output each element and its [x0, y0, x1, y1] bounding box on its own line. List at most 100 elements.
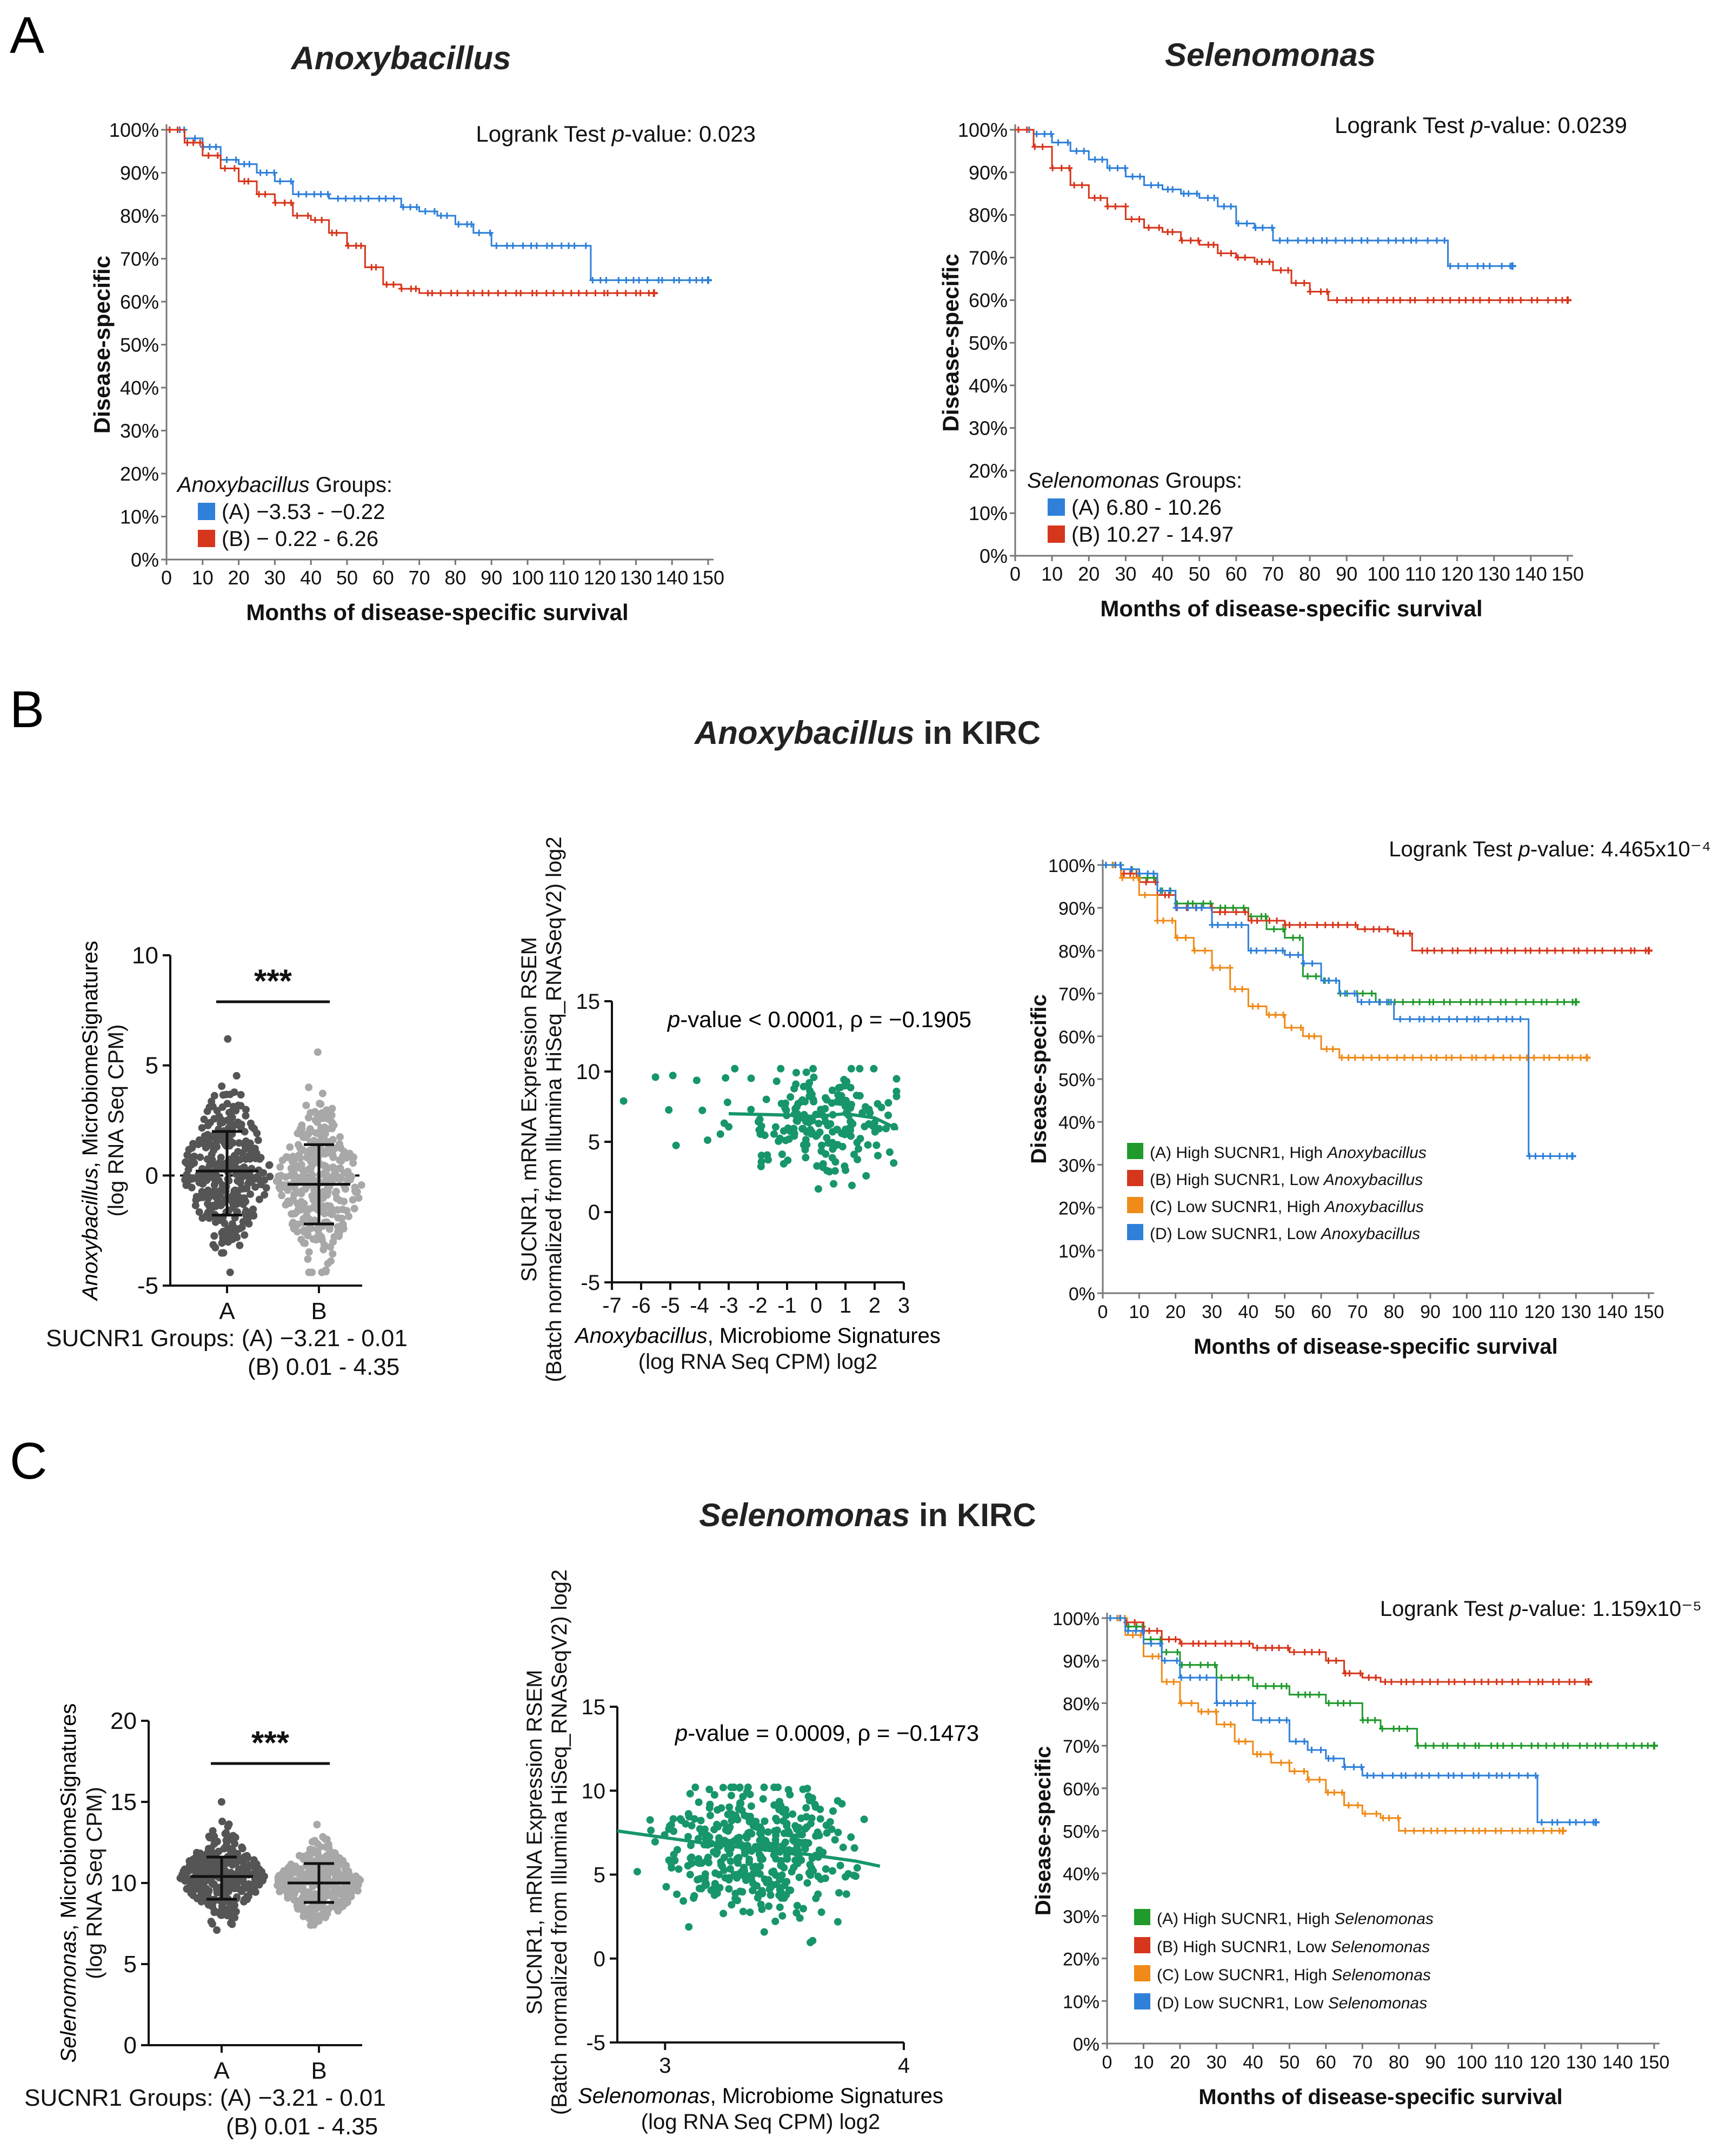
- censor-mark: [1566, 1819, 1573, 1826]
- data-point: [835, 1084, 843, 1092]
- censor-mark: [1229, 1674, 1236, 1681]
- data-point: [814, 1890, 822, 1898]
- data-point: [705, 1786, 714, 1794]
- censor-mark: [1211, 1661, 1218, 1668]
- censor-mark: [1471, 1679, 1478, 1686]
- data-point: [746, 1908, 754, 1917]
- censor-mark: [281, 199, 288, 207]
- sample-dot: [197, 1898, 205, 1906]
- censor-mark: [1106, 164, 1113, 171]
- censor-mark: [1308, 1648, 1315, 1655]
- censor-mark: [263, 169, 270, 176]
- y-axis-label-unit: (log RNA Seq CPM): [104, 1024, 128, 1217]
- censor-mark: [1364, 237, 1371, 244]
- censor-mark: [1551, 1742, 1558, 1749]
- x-tick-label: 110: [1405, 563, 1436, 585]
- censor-mark: [1161, 1657, 1168, 1664]
- data-point: [697, 1816, 705, 1825]
- censor-mark: [414, 204, 421, 211]
- censor-mark: [644, 277, 651, 284]
- x-tick-label: 120: [1529, 2052, 1560, 2073]
- data-point: [828, 1139, 836, 1147]
- censor-mark: [1143, 879, 1150, 886]
- censor-mark: [1553, 297, 1560, 304]
- y-tick-label: 0%: [1073, 2034, 1100, 2055]
- censor-mark: [1534, 297, 1541, 304]
- data-point: [801, 1845, 809, 1853]
- censor-mark: [357, 242, 364, 249]
- censor-mark: [1117, 1615, 1124, 1621]
- legend-swatch: [1127, 1197, 1143, 1213]
- sample-dot: [355, 1194, 363, 1202]
- censor-mark: [1455, 1742, 1462, 1749]
- groups-caption: (B) 0.01 - 4.35: [248, 1354, 399, 1380]
- censor-mark: [1212, 1708, 1220, 1715]
- data-point: [758, 1834, 766, 1842]
- censor-mark: [1198, 904, 1205, 911]
- legend-swatch: [1134, 1993, 1150, 2009]
- data-point: [725, 1874, 734, 1882]
- censor-mark: [495, 290, 502, 297]
- censor-mark: [659, 277, 666, 284]
- censor-mark: [1538, 1819, 1545, 1826]
- sample-dot: [310, 1216, 318, 1225]
- censor-mark: [1266, 258, 1273, 265]
- censor-mark: [1341, 1764, 1348, 1771]
- sample-dot: [294, 1141, 302, 1149]
- sample-dot: [230, 1121, 238, 1129]
- censor-mark: [1332, 977, 1340, 984]
- sample-dot: [299, 1912, 308, 1920]
- censor-mark: [1332, 1657, 1340, 1664]
- data-point: [860, 1815, 868, 1824]
- sample-dot: [336, 1164, 344, 1172]
- x-tick-label: 90: [481, 567, 502, 589]
- censor-mark: [1368, 990, 1375, 997]
- legend-label: (D) Low SUCNR1, Low Selenomonas: [1157, 1994, 1427, 2012]
- sample-dot: [265, 1161, 273, 1169]
- censor-mark: [1573, 1819, 1580, 1826]
- censor-mark: [1438, 947, 1445, 954]
- censor-mark: [1242, 1738, 1249, 1745]
- dot-plot-anoxybacillus: -5 0 5 10 A B *** Anoxybacillus, MicrobiomeSign…: [46, 941, 408, 1380]
- sample-dot: [328, 1111, 336, 1119]
- censor-mark: [1509, 1742, 1516, 1749]
- censor-mark: [1500, 1742, 1507, 1749]
- censor-mark: [1540, 1153, 1547, 1160]
- censor-mark: [1370, 926, 1377, 933]
- censor-mark: [485, 290, 492, 297]
- legend-label: (B) 10.27 - 14.97: [1071, 523, 1234, 547]
- sample-dot: [324, 1872, 332, 1880]
- data-point: [695, 1859, 703, 1867]
- data-point: [716, 1130, 724, 1138]
- censor-mark: [1277, 267, 1284, 274]
- y-tick-label: 15: [576, 990, 601, 1014]
- censor-mark: [1487, 999, 1494, 1006]
- sample-dot: [304, 1852, 312, 1860]
- sample-dot: [242, 1155, 250, 1163]
- data-point: [830, 1180, 838, 1188]
- censor-mark: [1198, 1708, 1205, 1715]
- x-tick-label: 100: [1451, 1302, 1482, 1322]
- data-point: [885, 1148, 894, 1156]
- censor-mark: [288, 199, 295, 207]
- censor-mark: [1023, 127, 1030, 133]
- censor-mark: [1454, 1016, 1461, 1023]
- km-chart-selenomonas: 0% 10% 20% 30% 40% 50% 60% 70% 80% 90% 100% 0 10 20 30…: [938, 112, 1627, 621]
- x-tick-label: 60: [1316, 2052, 1336, 2073]
- censor-mark: [1638, 1742, 1645, 1749]
- sample-dot: [196, 1153, 204, 1161]
- data-point: [747, 1802, 755, 1810]
- sample-dot: [242, 1112, 250, 1120]
- panel-label-c: C: [10, 1432, 47, 1490]
- censor-mark: [1049, 164, 1056, 171]
- data-point: [850, 1844, 858, 1852]
- censor-mark: [1597, 1742, 1604, 1749]
- censor-mark: [1197, 1661, 1204, 1668]
- sample-dot: [311, 1890, 319, 1898]
- data-point: [822, 1094, 830, 1102]
- data-point: [763, 1876, 771, 1884]
- censor-mark: [1407, 1016, 1414, 1023]
- legend-swatch: [1048, 498, 1065, 516]
- censor-mark: [191, 135, 198, 142]
- data-point: [722, 1074, 730, 1082]
